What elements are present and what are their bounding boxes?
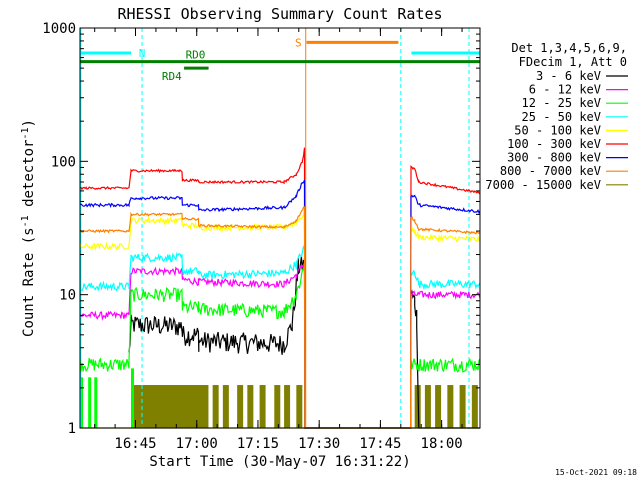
olive-burst — [140, 385, 147, 428]
olive-burst — [160, 385, 167, 428]
olive-burst — [184, 385, 191, 428]
x-tick-label: 17:45 — [359, 436, 401, 452]
olive-burst — [137, 385, 144, 428]
green-spike — [80, 377, 83, 428]
olive-burst — [153, 385, 160, 428]
green-spike — [94, 377, 98, 428]
plot-area: N RD0 RD4 S — [79, 28, 481, 429]
y-tick-label: 10 — [59, 288, 76, 304]
x-tick-label: 16:45 — [114, 436, 156, 452]
green-spike — [88, 377, 92, 428]
legend-entry-label: 25 - 50 keV — [522, 110, 601, 124]
x-tick-label: 18:00 — [421, 436, 463, 452]
olive-burst — [133, 385, 140, 428]
olive-burst — [435, 385, 442, 428]
olive-burst — [147, 385, 154, 428]
olive-burst — [174, 385, 181, 428]
olive-burst — [181, 385, 188, 428]
plot-frame — [79, 27, 481, 429]
olive-burst — [144, 385, 151, 428]
legend-entry-label: 300 - 800 keV — [507, 151, 601, 165]
olive-burst — [222, 385, 229, 428]
legend-entry-label: 7000 - 15000 keV — [485, 178, 601, 192]
series-line-6 — [79, 179, 481, 429]
olive-burst — [198, 385, 205, 428]
olive-burst — [471, 385, 478, 428]
olive-burst — [191, 385, 198, 428]
y-tick-label: 1000 — [42, 21, 76, 37]
flag-label-rd4: RD4 — [162, 70, 182, 83]
chart-title: RHESSI Observing Summary Count Rates — [117, 5, 442, 23]
olive-burst — [195, 385, 202, 428]
timestamp: 15-Oct-2021 09:18 — [555, 468, 637, 477]
series-line-4 — [79, 211, 481, 429]
olive-burst — [247, 385, 254, 428]
legend-entry-label: 800 - 7000 keV — [500, 164, 601, 178]
olive-burst — [177, 385, 184, 428]
legend-entry-label: 12 - 25 keV — [522, 96, 601, 110]
series-line-5 — [79, 147, 481, 429]
olive-burst — [188, 385, 195, 428]
x-axis-label: Start Time (30-May-07 16:31:22) — [149, 454, 410, 470]
olive-burst — [157, 385, 164, 428]
flag-label-s: S — [295, 36, 302, 49]
y-axis-label: Count Rate (s-1 detector-1) — [20, 119, 37, 337]
legend: Det 1,3,4,5,6,9, FDecim 1, Att 0 3 - 6 k… — [485, 41, 628, 192]
olive-burst — [296, 385, 303, 428]
axes: 16:45 17:00 17:15 17:30 17:45 18:00 1 10 100 1000 — [42, 21, 481, 452]
y-tick-label: 100 — [51, 154, 76, 170]
olive-burst — [424, 385, 431, 428]
series-line-3 — [79, 245, 481, 429]
legend-header-line1: Det 1,3,4,5,6,9, — [511, 41, 627, 55]
olive-burst — [164, 385, 171, 428]
olive-burst — [447, 385, 454, 428]
y-tick-label: 1 — [68, 421, 76, 437]
legend-entry-label: 50 - 100 keV — [514, 123, 601, 137]
olive-burst — [170, 385, 177, 428]
green-spike — [131, 368, 135, 428]
x-tick-label: 17:00 — [176, 436, 218, 452]
series-line-7 — [79, 206, 481, 429]
legend-entry-label: 100 - 300 keV — [507, 137, 601, 151]
olive-burst — [459, 385, 466, 428]
olive-burst — [212, 385, 219, 428]
flag-label-n: N — [139, 47, 146, 60]
legend-entry-label: 6 - 12 keV — [529, 83, 601, 97]
legend-header-line2: FDecim 1, Att 0 — [519, 55, 627, 69]
olive-burst — [150, 385, 157, 428]
x-tick-label: 17:30 — [298, 436, 340, 452]
x-tick-label: 17:15 — [237, 436, 279, 452]
olive-burst — [284, 385, 291, 428]
olive-burst — [202, 385, 209, 428]
legend-entry-label: 3 - 6 keV — [536, 69, 601, 83]
olive-burst — [414, 385, 421, 428]
olive-burst — [274, 385, 281, 428]
olive-burst — [237, 385, 244, 428]
olive-burst — [259, 385, 266, 428]
olive-burst — [167, 385, 174, 428]
flag-label-rd0: RD0 — [186, 49, 206, 62]
